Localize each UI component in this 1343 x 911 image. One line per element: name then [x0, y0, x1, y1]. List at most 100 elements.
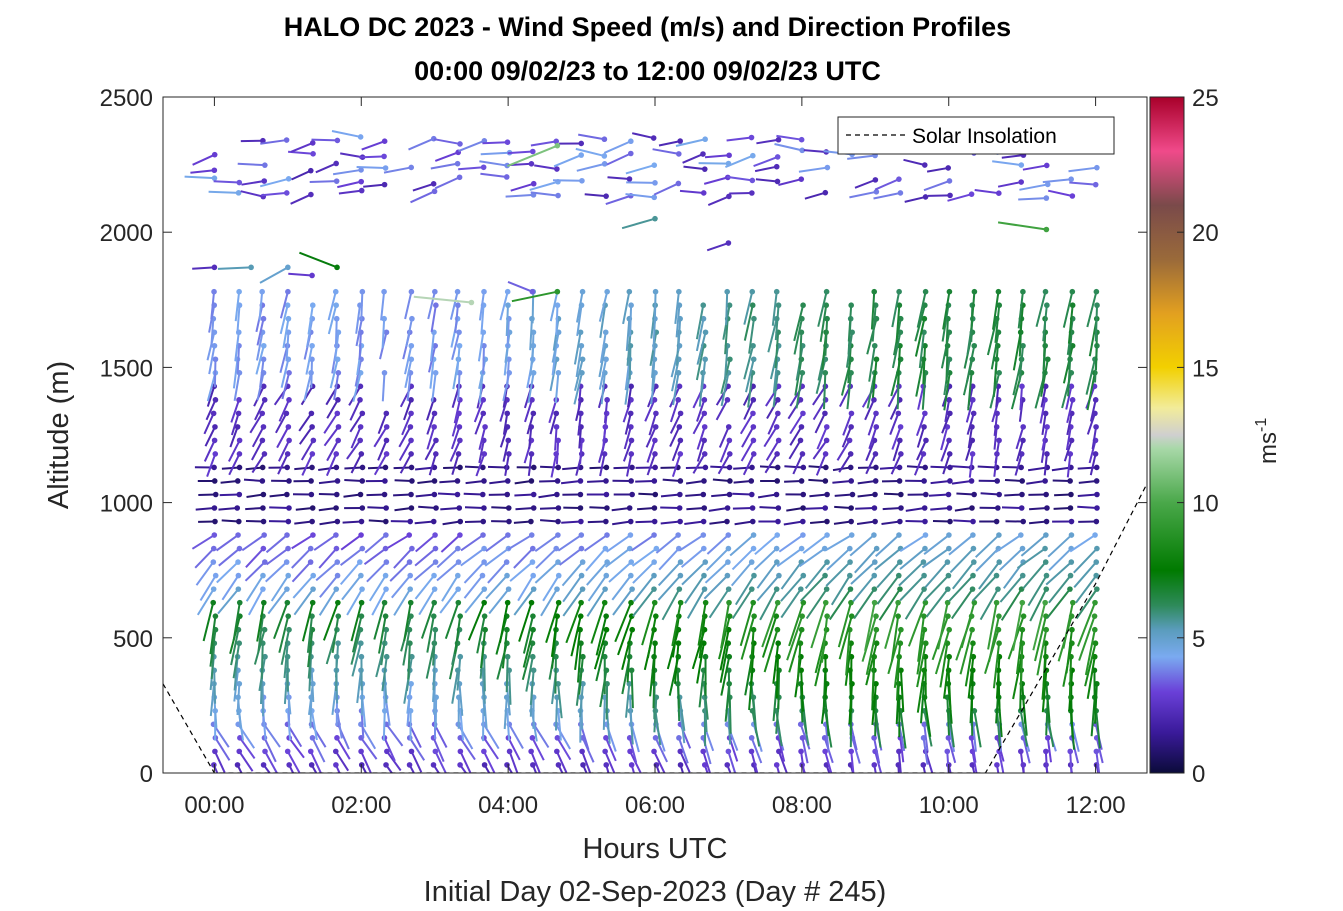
- wind-barb-shaft: [457, 372, 461, 402]
- wind-barb-shaft: [671, 602, 682, 647]
- wind-barb-point: [724, 505, 731, 511]
- wind-barb-shaft: [1085, 359, 1096, 395]
- wind-barb-point: [627, 410, 634, 417]
- wind-barb-point: [580, 653, 586, 660]
- wind-barb-shaft: [897, 345, 901, 385]
- wind-barb-point: [749, 190, 755, 196]
- wind-barb-shaft: [240, 190, 264, 198]
- wind-barb-shaft: [727, 670, 731, 708]
- wind-barb-shaft: [338, 189, 362, 195]
- wind-barb-shaft: [488, 588, 510, 615]
- wind-barb-point: [359, 410, 366, 417]
- colorbar-tick-label: 0: [1192, 761, 1205, 788]
- wind-barb-shaft: [907, 602, 927, 647]
- wind-barb-shaft: [460, 547, 485, 567]
- wind-barb-point: [383, 586, 389, 592]
- wind-barb-shaft: [1062, 291, 1074, 328]
- wind-barb-point: [676, 586, 683, 592]
- wind-barb-shaft: [682, 153, 704, 164]
- wind-barb-shaft: [407, 643, 411, 680]
- wind-barb-shaft: [873, 764, 877, 773]
- wind-barb-point: [601, 153, 608, 159]
- wind-barb-shaft: [995, 386, 1000, 408]
- wind-barb-shaft: [534, 164, 558, 171]
- wind-barb-point: [1067, 478, 1073, 484]
- wind-barb-shaft: [511, 290, 558, 303]
- wind-barb-point: [1068, 176, 1074, 182]
- wind-barb-point: [431, 424, 437, 430]
- wind-barb-shaft: [715, 399, 729, 421]
- wind-barb-point: [408, 748, 415, 755]
- wind-barb-shaft: [531, 737, 545, 761]
- wind-barb-point: [260, 137, 266, 144]
- wind-barb-point: [677, 491, 683, 498]
- wind-barb-shaft: [845, 629, 851, 676]
- wind-barb-point: [308, 191, 314, 198]
- wind-barb-point: [628, 138, 634, 145]
- wind-barb-shaft: [451, 453, 460, 475]
- wind-barb-shaft: [809, 493, 828, 498]
- wind-barb-shaft: [245, 575, 264, 602]
- wind-barb-shaft: [440, 534, 461, 553]
- wind-barb-shaft: [967, 656, 975, 699]
- wind-barb-shaft: [458, 139, 485, 153]
- wind-barb-point: [922, 194, 929, 200]
- wind-barb-shaft: [804, 561, 828, 590]
- wind-barb-shaft: [549, 291, 559, 322]
- wind-barb-shaft: [1084, 642, 1097, 687]
- wind-barb-point: [1067, 451, 1074, 457]
- wind-barb-shaft: [1065, 629, 1073, 674]
- wind-barb-shaft: [291, 547, 312, 569]
- wind-barb-point: [430, 518, 437, 525]
- wind-barb-shaft: [743, 399, 755, 420]
- wind-barb-shaft: [604, 737, 617, 762]
- wind-barb-shaft: [887, 629, 902, 675]
- wind-barb-point: [530, 613, 536, 619]
- wind-barb-shaft: [718, 426, 730, 448]
- wind-barb-shaft: [999, 574, 1024, 603]
- wind-barb-shaft: [373, 426, 388, 448]
- wind-barb-point: [432, 626, 439, 633]
- wind-barb-shaft: [865, 629, 878, 676]
- wind-barb-shaft: [265, 534, 288, 554]
- wind-barb-point: [555, 518, 561, 525]
- wind-barb-shaft: [277, 453, 289, 475]
- wind-barb-point: [702, 599, 709, 606]
- wind-barb-shaft: [940, 426, 949, 451]
- wind-barb-shaft: [628, 737, 638, 763]
- wind-barb-shaft: [430, 162, 458, 170]
- wind-barb-point: [626, 288, 633, 295]
- wind-barb-shaft: [777, 751, 788, 773]
- wind-barb-point: [577, 329, 584, 336]
- wind-barb-shaft: [518, 602, 533, 642]
- wind-barb-shaft: [578, 426, 583, 449]
- wind-barb-point: [1020, 288, 1026, 295]
- wind-barb-shaft: [356, 670, 362, 704]
- wind-barb-shaft: [777, 670, 781, 710]
- wind-barb-point: [627, 532, 634, 538]
- wind-barb-shaft: [337, 180, 362, 189]
- wind-barb-point: [995, 586, 1001, 592]
- wind-barb-point: [652, 180, 658, 186]
- wind-barb-point: [408, 164, 415, 171]
- wind-barb-point: [969, 451, 976, 457]
- wind-barb-point: [651, 505, 658, 511]
- wind-barb-shaft: [980, 492, 1000, 496]
- wind-barb-shaft: [861, 615, 877, 662]
- wind-barb-shaft: [626, 643, 631, 683]
- wind-barb-shaft: [750, 751, 759, 773]
- wind-barb-shaft: [692, 412, 706, 435]
- wind-barb-point: [309, 342, 315, 349]
- wind-barb-shaft: [532, 723, 550, 749]
- wind-barb-point: [262, 653, 268, 660]
- wind-barb-shaft: [763, 426, 778, 448]
- wind-barb-shaft: [318, 588, 338, 616]
- wind-barb-point: [506, 451, 512, 457]
- wind-barb-point: [286, 478, 292, 484]
- wind-barb-shaft: [593, 629, 608, 670]
- wind-barb-shaft: [740, 615, 756, 660]
- wind-barb-shaft: [232, 602, 241, 641]
- wind-barb-point: [503, 174, 510, 180]
- wind-barb-shaft: [944, 399, 951, 423]
- wind-barb-shaft: [696, 440, 706, 462]
